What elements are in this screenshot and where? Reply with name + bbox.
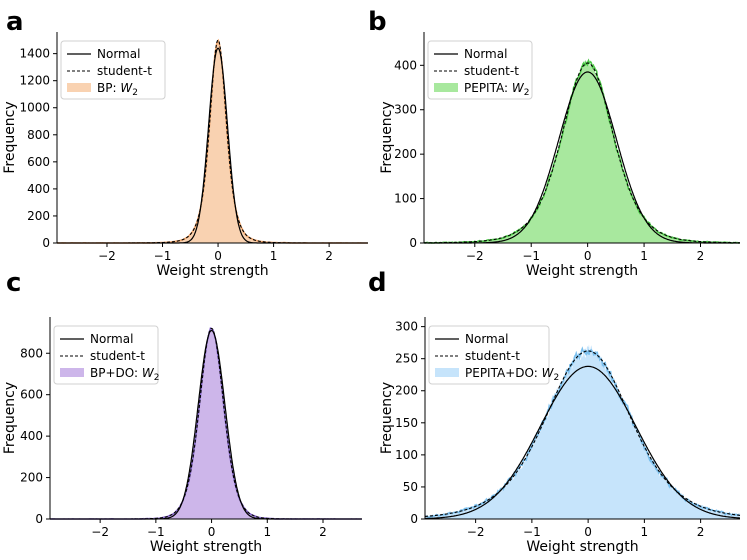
x-tick-label-b: 2	[697, 249, 705, 263]
panel-letter-d: d	[368, 268, 387, 298]
y-tick-label-d: 250	[395, 352, 418, 366]
legend-student-label-b: student-t	[464, 64, 519, 78]
y-tick-label-d: 200	[395, 384, 418, 398]
y-tick-label-b: 100	[394, 192, 417, 206]
y-axis-label-c: Frequency	[2, 382, 18, 454]
x-tick-label-d: 2	[697, 525, 705, 539]
y-tick-label-b: 400	[394, 58, 417, 72]
panel-c: c −2 −1 0 1 2 0 200 400 600 800 Weight strength Freq…	[2, 268, 362, 555]
y-tick-label-a: 1000	[19, 101, 50, 115]
y-axis-label-a: Frequency	[2, 101, 18, 173]
legend-hist-label-b: PEPITA: W2	[464, 81, 529, 98]
panel-letter-b: b	[368, 7, 387, 37]
y-tick-label-c: 600	[20, 388, 43, 402]
y-tick-label-a: 0	[42, 236, 50, 250]
legend-hist-swatch-b	[434, 83, 458, 92]
x-tick-label-c: 2	[319, 525, 327, 539]
y-tick-label-a: 600	[27, 155, 50, 169]
y-tick-label-b: 300	[394, 103, 417, 117]
histogram-bars-d	[425, 344, 740, 519]
x-tick-label-a: −2	[98, 249, 116, 263]
x-tick-label-d: 0	[584, 525, 592, 539]
x-tick-label-c: −1	[147, 525, 165, 539]
legend-d: Normal student-t PEPITA+DO: W2	[428, 325, 559, 385]
x-tick-label-d: −1	[523, 525, 541, 539]
x-tick-label-d: −2	[467, 525, 485, 539]
y-tick-label-b: 0	[409, 236, 417, 250]
legend-normal-label-b: Normal	[464, 47, 507, 61]
legend-hist-label-c: BP+DO: W2	[90, 366, 159, 383]
legend-normal-label-d: Normal	[465, 332, 508, 346]
panel-letter-a: a	[6, 7, 24, 37]
x-tick-label-b: 0	[584, 249, 592, 263]
y-tick-label-d: 0	[410, 512, 418, 526]
legend-student-label-a: student-t	[97, 64, 152, 78]
y-tick-label-a: 200	[27, 209, 50, 223]
legend-hist-swatch-c	[60, 368, 84, 377]
histogram-bars-c	[50, 328, 362, 519]
histogram-bars-a	[57, 38, 368, 244]
y-tick-label-a: 800	[27, 128, 50, 142]
histogram-bars-b	[424, 62, 740, 243]
x-tick-label-b: −1	[522, 249, 540, 263]
legend-hist-swatch-d	[435, 368, 459, 377]
legend-b: Normal student-t PEPITA: W2	[427, 40, 533, 100]
legend-student-label-d: student-t	[465, 349, 520, 363]
legend-a: Normal student-t BP: W2	[60, 40, 166, 100]
x-axis-label-a: Weight strength	[156, 263, 268, 279]
y-tick-label-c: 400	[20, 429, 43, 443]
x-axis-label-c: Weight strength	[150, 539, 262, 555]
y-tick-label-c: 200	[20, 471, 43, 485]
y-tick-label-c: 0	[35, 512, 43, 526]
x-tick-label-b: 1	[640, 249, 648, 263]
legend-normal-label-a: Normal	[97, 47, 140, 61]
y-axis-label-d: Frequency	[379, 382, 395, 454]
legend-hist-swatch-a	[67, 83, 91, 92]
panel-a: a −2 −1 0 1 2 0 200 400 600 800 1000 1200 1400 Weight …	[2, 7, 368, 279]
x-axis-label-d: Weight strength	[526, 539, 638, 555]
student-t-fit-line-b	[424, 62, 740, 244]
x-tick-label-d: 1	[641, 525, 649, 539]
x-tick-label-a: 0	[214, 249, 222, 263]
y-tick-label-d: 100	[395, 448, 418, 462]
x-tick-label-a: 2	[325, 249, 333, 263]
y-tick-label-d: 50	[403, 480, 418, 494]
x-tick-label-c: 1	[263, 525, 271, 539]
y-tick-label-a: 1400	[19, 47, 50, 61]
panel-b: b −2 −1 0 1 2 0 100 200 300 400 Weight strength Freq…	[368, 7, 740, 279]
x-tick-label-a: 1	[270, 249, 278, 263]
x-tick-label-c: 0	[208, 525, 216, 539]
legend-student-label-c: student-t	[90, 349, 145, 363]
y-tick-label-b: 200	[394, 147, 417, 161]
y-tick-label-a: 400	[27, 182, 50, 196]
legend-hist-label-d: PEPITA+DO: W2	[465, 366, 559, 383]
student-t-fit-line-d	[425, 350, 741, 517]
legend-hist-label-a: BP: W2	[97, 81, 138, 98]
panel-letter-c: c	[6, 268, 21, 298]
x-tick-label-c: −2	[91, 525, 109, 539]
legend-normal-label-c: Normal	[90, 332, 133, 346]
y-tick-label-c: 800	[20, 346, 43, 360]
y-tick-label-d: 300	[395, 320, 418, 334]
x-tick-label-a: −1	[154, 249, 172, 263]
panel-d: d −2 −1 0 1 2 0 50 100 150 200 250 300 Weight strengt…	[368, 268, 741, 555]
x-axis-label-b: Weight strength	[526, 263, 638, 279]
y-tick-label-d: 150	[395, 416, 418, 430]
y-axis-label-b: Frequency	[379, 101, 395, 173]
y-tick-label-a: 1200	[19, 74, 50, 88]
normal-fit-line-d	[425, 365, 740, 520]
x-tick-label-b: −2	[466, 249, 484, 263]
legend-c: Normal student-t BP+DO: W2	[53, 325, 159, 385]
